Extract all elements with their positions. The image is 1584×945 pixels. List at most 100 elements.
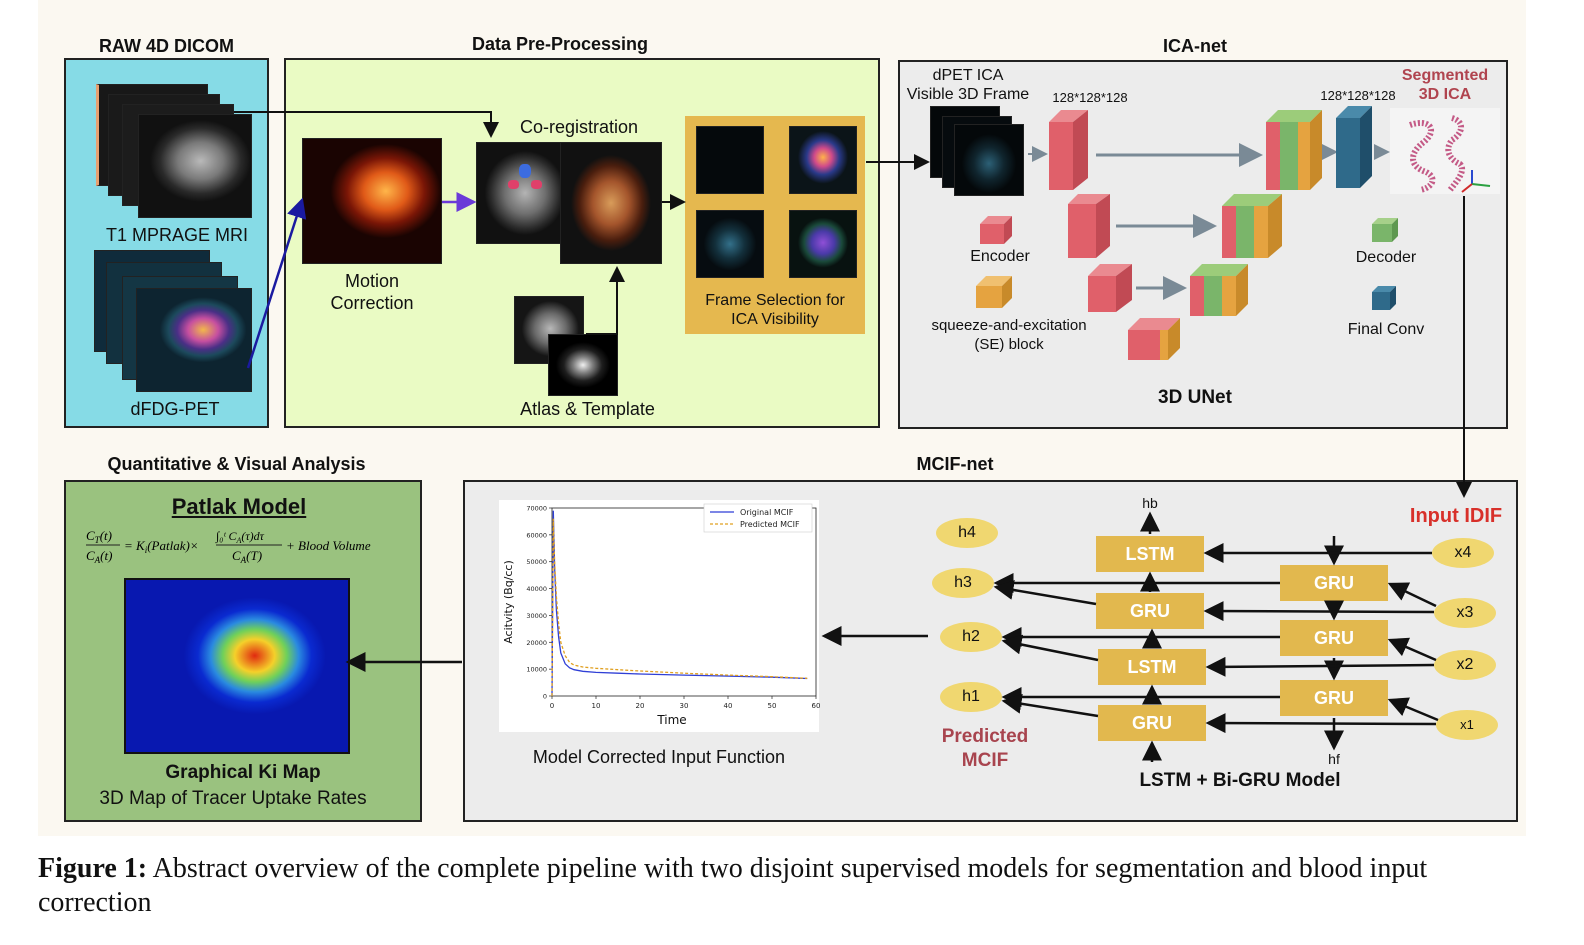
ki-map-image — [124, 578, 350, 754]
y-tick-label: 0 — [543, 693, 547, 701]
ica-dim-in: 128*128*128 — [1052, 90, 1128, 105]
atlas-template-label: Atlas & Template — [520, 399, 655, 419]
coregistration-label: Co-registration — [519, 117, 639, 137]
final-conv-cube — [1336, 106, 1372, 188]
series-line-0 — [551, 510, 808, 697]
model-name-label: LSTM + Bi-GRU Model — [1139, 770, 1341, 791]
motion-correction-label: Motion Correction — [330, 271, 414, 313]
output-h1: h1 — [940, 682, 1002, 712]
decoder-legend-label: Decoder — [1355, 249, 1417, 266]
legend-label-0: Original MCIF — [740, 508, 794, 517]
coreg-mri-image — [476, 142, 574, 244]
decoder-cube-3 — [1190, 264, 1248, 316]
pet-to-motion-arrow — [246, 197, 307, 369]
x1-to-gru-left-arrow — [1205, 713, 1437, 734]
input-x1: x1 — [1436, 710, 1498, 740]
decoder-cube-1 — [1266, 110, 1322, 190]
chart-plot-frame — [551, 507, 817, 697]
hf-label: hf — [1328, 751, 1340, 767]
ica-input-slice-1 — [954, 124, 1024, 196]
output-h2: h2 — [940, 622, 1002, 652]
lstm-block-1: LSTM — [1096, 536, 1204, 572]
coreg-mask-left — [508, 180, 519, 189]
svg-text:CA(T): CA(T) — [232, 548, 262, 565]
gru-right-block-1: GRU — [1280, 565, 1388, 601]
ki-map-subtitle: 3D Map of Tracer Uptake Rates — [99, 788, 367, 809]
coreg-mask-right — [531, 180, 542, 189]
ica-net-title: ICA-net — [1163, 36, 1227, 56]
predicted-mcif-label: Predicted MCIF — [941, 726, 1029, 771]
svg-text:+ Blood Volume: + Blood Volume — [286, 538, 371, 553]
encoder-cube-3 — [1088, 264, 1132, 312]
caption-label: Figure 1: — [38, 853, 148, 884]
encoder-cube-1 — [1049, 110, 1088, 190]
legend-label-1: Predicted MCIF — [740, 520, 800, 529]
x2-to-lstm-arrow — [1205, 656, 1435, 677]
atlas-to-coreg-arrow — [586, 266, 625, 335]
mri-image — [138, 114, 252, 218]
mcif-plot-caption: Model Corrected Input Function — [532, 747, 786, 767]
x2-to-gru2-arrow — [1387, 637, 1437, 662]
frame-selection-label: Frame Selection for ICA Visibility — [705, 292, 845, 328]
unet-label: 3D UNet — [1158, 387, 1232, 408]
final-conv-legend-cube — [1372, 286, 1396, 310]
x3-to-gru1-arrow — [1387, 582, 1437, 608]
y-tick-label: 30000 — [526, 612, 547, 620]
input-idif-label: Input IDIF — [1409, 505, 1503, 527]
gru-right-block-3: GRU — [1280, 680, 1388, 716]
gru-left4-to-h1-arrow — [1001, 693, 1099, 718]
y-tick-label: 10000 — [526, 666, 547, 674]
final-conv-legend-label: Final Conv — [1347, 321, 1425, 338]
ki-map-title: Graphical Ki Map — [165, 762, 321, 783]
decoder-legend-cube — [1372, 218, 1398, 242]
segmented-ica-label: Segmented 3D ICA — [1401, 67, 1489, 103]
lstm3-to-h2-arrow — [1001, 634, 1099, 662]
motion-correction-image — [302, 138, 442, 264]
bottleneck-cube — [1128, 318, 1180, 360]
frame-image-1 — [696, 126, 764, 194]
raw-dicom-title: RAW 4D DICOM — [99, 36, 234, 56]
input-x3: x3 — [1434, 598, 1496, 628]
svg-text:= Ki(Patlak)×: = Ki(Patlak)× — [124, 538, 199, 555]
preprocessing-title: Data Pre-Processing — [471, 34, 649, 54]
frame-image-3 — [696, 210, 764, 278]
chart-legend-box — [703, 503, 813, 533]
svg-text:∫₀ᵗ CA(τ)dτ: ∫₀ᵗ CA(τ)dτ — [215, 529, 265, 545]
caption-text: Abstract overview of the complete pipeli… — [38, 853, 1428, 918]
segmented-ica-vessel-right — [1445, 115, 1466, 192]
gru-left-to-h3-arrow — [993, 580, 1097, 606]
segmented-ica-vessel-left — [1409, 120, 1436, 193]
svg-text:CA(t): CA(t) — [86, 548, 112, 565]
patlak-equation: CT(t) CA(t) = Ki(Patlak)× ∫₀ᵗ CA(τ)dτ CA… — [84, 525, 414, 569]
x-tick-label: 60 — [812, 702, 821, 710]
x-tick-label: 50 — [768, 702, 777, 710]
gru-left-block-2: GRU — [1096, 593, 1204, 629]
template-image — [548, 334, 618, 396]
output-h3: h3 — [932, 568, 994, 598]
coreg-fused-image — [560, 142, 662, 264]
input-x4: x4 — [1432, 538, 1494, 568]
hb-label: hb — [1142, 495, 1158, 511]
mri-to-coreg-arrow — [234, 111, 499, 138]
ica-dim-out: 128*128*128 — [1320, 88, 1396, 103]
gru-left-block-4: GRU — [1098, 705, 1206, 741]
x-tick-label: 30 — [680, 702, 689, 710]
gru-right-block-2: GRU — [1280, 620, 1388, 656]
mcif-net-title: MCIF-net — [916, 454, 994, 474]
segmented-ica-render — [1390, 108, 1500, 194]
t1-mri-label: T1 MPRAGE MRI — [105, 225, 248, 245]
frame-image-2 — [789, 126, 857, 194]
figure-caption: Figure 1: Abstract overview of the compl… — [38, 852, 1538, 920]
encoder-cube-2 — [1068, 194, 1110, 258]
se-block-legend-label: squeeze-and-excitation (SE) block — [931, 317, 1087, 353]
mcif-chart: 0 10 20 30 40 50 60 0 10000 20000 30000 40000 50000 6… — [502, 503, 821, 727]
dfdg-pet-label: dFDG-PET — [130, 399, 220, 419]
patlak-equation-svg: CT(t) CA(t) = Ki(Patlak)× ∫₀ᵗ CA(τ)dτ CA… — [86, 528, 371, 565]
quant-title: Quantitative & Visual Analysis — [107, 454, 366, 474]
x-tick-label: 20 — [636, 702, 645, 710]
axis-x — [1471, 183, 1491, 187]
y-tick-label: 40000 — [526, 585, 547, 593]
y-tick-label: 70000 — [526, 505, 547, 513]
x-tick-label: 40 — [724, 702, 733, 710]
frame-image-4 — [789, 210, 857, 278]
